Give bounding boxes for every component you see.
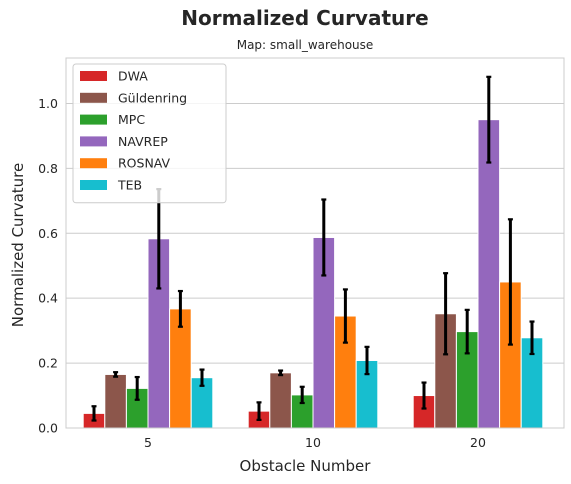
legend-swatch bbox=[80, 71, 107, 81]
y-tick-label: 0.0 bbox=[38, 421, 58, 436]
legend-label: NAVREP bbox=[118, 134, 168, 149]
y-tick-label: 0.8 bbox=[38, 161, 58, 176]
y-tick-label: 0.6 bbox=[38, 226, 58, 241]
bar bbox=[477, 119, 501, 429]
bar bbox=[269, 372, 292, 429]
legend-box bbox=[72, 63, 227, 204]
x-tick-label: 20 bbox=[470, 435, 486, 450]
legend: DWA Güldenring MPC NAVREP ROSNAV TEB bbox=[72, 63, 227, 204]
y-tick-label: 1.0 bbox=[38, 96, 58, 111]
plot-area: 0.0 0.2 0.4 0.6 0.8 1.0 5 10 20 bbox=[38, 57, 565, 450]
x-axis-label: Obstacle Number bbox=[240, 457, 372, 475]
legend-label: DWA bbox=[118, 69, 148, 84]
legend-swatch bbox=[80, 136, 107, 147]
bar bbox=[104, 373, 127, 429]
legend-swatch bbox=[80, 180, 107, 190]
legend-swatch bbox=[80, 114, 107, 125]
legend-label: Güldenring bbox=[118, 90, 187, 105]
legend-label: MPC bbox=[118, 112, 145, 127]
y-axis-label: Normalized Curvature bbox=[9, 163, 27, 328]
plot-frame bbox=[65, 57, 565, 429]
legend-label: TEB bbox=[117, 178, 142, 193]
legend-swatch bbox=[80, 92, 107, 103]
chart-title: Normalized Curvature bbox=[181, 6, 428, 30]
chart-subtitle: Map: small_warehouse bbox=[237, 38, 374, 52]
y-tick-label: 0.4 bbox=[38, 291, 58, 306]
x-tick-label: 5 bbox=[144, 435, 152, 450]
x-tick-label: 10 bbox=[305, 435, 321, 450]
legend-label: ROSNAV bbox=[118, 156, 171, 171]
legend-swatch bbox=[80, 158, 107, 169]
y-tick-label: 0.2 bbox=[38, 356, 58, 371]
